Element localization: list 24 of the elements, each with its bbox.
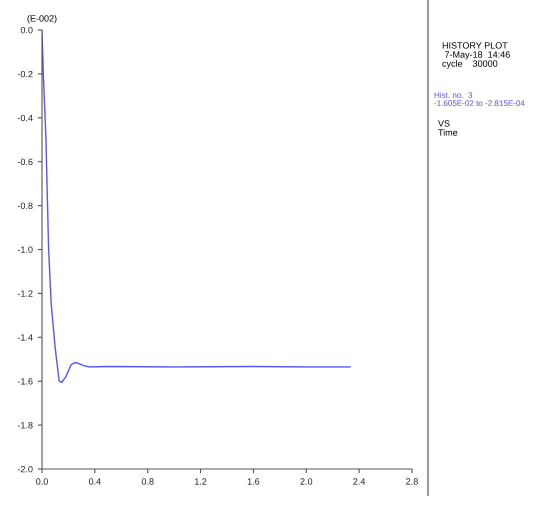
- text: Hist. no. 3 -1.605E-02 to -2.815E-04: [434, 92, 525, 106]
- text: HISTORY PLOT 7-May-18 14:46 cycle 30000: [442, 42, 510, 69]
- x-tick-label: 0.0: [36, 478, 48, 485]
- y-tick-label: -1.8: [18, 422, 33, 428]
- y-tick-label: -1.4: [18, 334, 33, 341]
- y-tick-label: -1.6: [18, 378, 33, 385]
- y-tick-label: -0.8: [18, 202, 33, 209]
- y-tick-label: -0.6: [18, 158, 33, 166]
- y-tick-label: -0.4: [18, 114, 33, 122]
- x-tick-label: 0.8: [142, 478, 154, 485]
- y-tick-label: -1.0: [18, 246, 33, 253]
- y-tick-label: -0.2: [18, 70, 33, 78]
- x-tick-label: 1.6: [248, 478, 260, 485]
- x-tick-label: 2.0: [300, 478, 312, 485]
- x-tick-label: 2.4: [353, 478, 366, 485]
- x-tick-label: 2.8: [406, 478, 418, 485]
- text: VS Time: [438, 120, 458, 136]
- x-tick-label: 0.4: [88, 478, 101, 485]
- y-tick-label: 0.0: [20, 26, 33, 34]
- x-tick-label: 1.2: [194, 478, 206, 485]
- line-series: [42, 30, 351, 383]
- y-tick-label: -2.0: [18, 466, 33, 472]
- y-tick-label: -1.2: [18, 290, 33, 297]
- y-axis-title: (E-002): [28, 15, 56, 24]
